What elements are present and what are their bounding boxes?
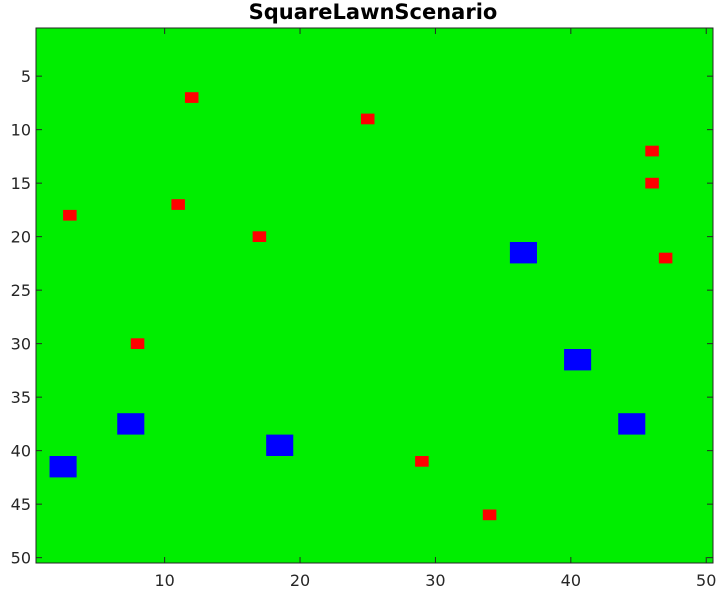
- red-cell: [171, 199, 185, 210]
- plot-frame: [35, 27, 714, 564]
- red-cell: [658, 252, 673, 264]
- x-tick-label: 20: [290, 571, 310, 590]
- blue-cell: [266, 434, 294, 456]
- x-tick-label: 50: [696, 571, 716, 590]
- blue-cell: [49, 456, 77, 478]
- red-cell: [130, 338, 145, 349]
- y-tick-label: 15: [11, 174, 31, 193]
- lawn-area: [36, 28, 713, 563]
- blue-cell: [509, 242, 537, 264]
- axes: 10 20 30 40 50 5 10 15 20 25 30 35 40 45 50: [11, 27, 716, 590]
- red-cell: [360, 113, 375, 125]
- y-tick-label: 50: [11, 549, 31, 568]
- y-tick-label: 40: [11, 442, 31, 461]
- red-cell: [63, 209, 77, 221]
- blue-cell: [618, 413, 646, 435]
- y-tick-label: 5: [21, 67, 31, 86]
- y-tick-label: 10: [11, 121, 31, 140]
- y-tick-label: 30: [11, 335, 31, 354]
- x-tick-label: 10: [154, 571, 174, 590]
- chart-title: SquareLawnScenario: [249, 0, 498, 24]
- blue-cell: [117, 413, 145, 435]
- red-cell: [482, 509, 497, 521]
- red-cell: [415, 456, 429, 467]
- y-tick-label: 45: [11, 495, 31, 514]
- y-tick-label: 35: [11, 388, 31, 407]
- y-tick-label: 20: [11, 228, 31, 247]
- x-tick-label: 30: [425, 571, 445, 590]
- x-tick-label: 40: [561, 571, 581, 590]
- red-cell: [184, 92, 199, 103]
- red-cell: [645, 177, 659, 189]
- red-cell: [252, 231, 267, 242]
- blue-cell: [564, 349, 592, 371]
- y-tick-label: 25: [11, 281, 31, 300]
- red-cell: [645, 145, 659, 157]
